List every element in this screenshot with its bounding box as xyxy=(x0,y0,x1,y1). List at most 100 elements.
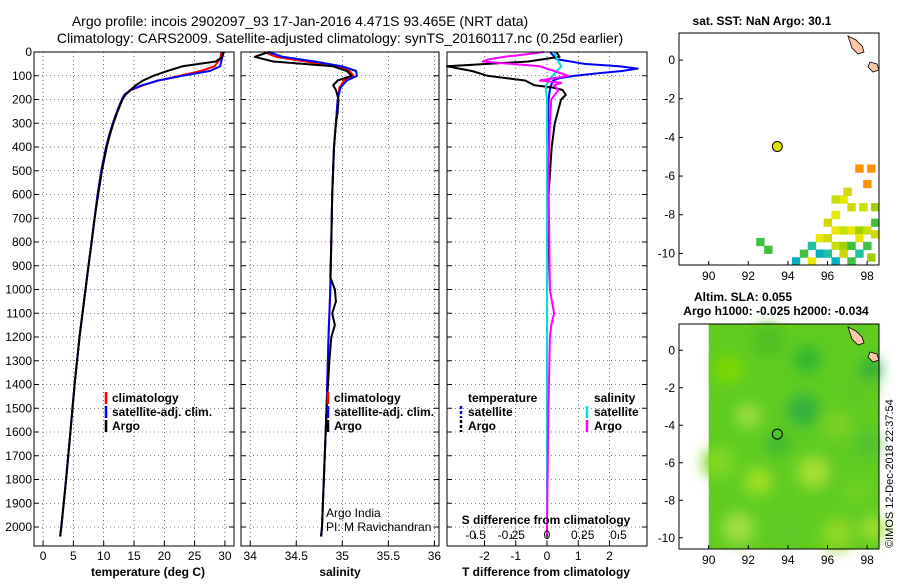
sst-cell xyxy=(855,249,864,258)
sst-cell xyxy=(863,241,872,251)
x-tick-label: 1 xyxy=(575,549,582,563)
temperature-x-ticks: 0 5 10 15 20 25 30 xyxy=(40,549,232,563)
credit-line1: Argo India xyxy=(326,506,381,520)
s-tick-label: 0 xyxy=(544,528,551,542)
map-y-tick-label: -6 xyxy=(664,169,675,183)
island-shape xyxy=(867,61,880,73)
sst-cell xyxy=(839,249,848,258)
map-x-tick-label: 96 xyxy=(821,269,835,283)
sla-map-title: Altim. SLA: 0.055 xyxy=(694,290,792,304)
sst-cell xyxy=(807,257,817,266)
sst-cell xyxy=(815,234,825,243)
sla-blob xyxy=(861,516,886,541)
sst-cell xyxy=(839,195,848,204)
sst-cell xyxy=(823,234,832,243)
sst-cell xyxy=(871,203,880,212)
depth-tick-label: 100 xyxy=(12,69,32,83)
sla-blob xyxy=(839,369,876,406)
sla-blob xyxy=(752,324,785,357)
legend-label-climatology: climatology xyxy=(334,391,401,405)
t-diff-xlabel: T difference from climatology xyxy=(462,565,630,579)
sst-cell xyxy=(831,257,840,266)
legend-label-s-argo: Argo xyxy=(594,419,622,433)
sst-cell xyxy=(847,241,856,251)
sla-blob xyxy=(744,467,773,496)
x-tick-label: 15 xyxy=(127,549,141,563)
x-tick-label: 34.5 xyxy=(285,549,309,563)
sla-blob xyxy=(823,411,852,440)
island-shape xyxy=(847,326,865,346)
sst-cell xyxy=(791,257,801,266)
sla-blob xyxy=(773,514,802,543)
difference-plot-frame xyxy=(446,51,648,547)
sla-blob xyxy=(855,432,880,456)
series-line-s-satellite xyxy=(544,51,563,537)
sst-map-coast xyxy=(847,35,880,73)
depth-tick-label: 600 xyxy=(12,188,32,202)
temperature-grid xyxy=(34,51,234,546)
sla-blob xyxy=(714,355,743,383)
sla-map-frame xyxy=(678,323,880,550)
s-tick-label: -0.25 xyxy=(498,528,526,542)
sla-map-y-ticks: 0 -2 -4 -6 -8 -10 xyxy=(658,343,683,545)
depth-tick-label: 700 xyxy=(12,211,32,225)
x-tick-label: 35.5 xyxy=(377,549,401,563)
map-x-tick-label: 96 xyxy=(821,553,835,567)
map-y-tick-label: -2 xyxy=(664,381,675,395)
sla-field-blobs xyxy=(702,324,886,550)
sst-cell xyxy=(863,179,872,189)
t-diff-x-ticks: -2 -1 0 1 2 xyxy=(479,549,613,563)
sst-map-x-ticks: 90 92 94 96 98 xyxy=(702,261,874,283)
map-x-tick-label: 98 xyxy=(860,553,874,567)
depth-axis-ticks: 0 100 200 300 400 500 600 700 800 900 1000 1100 1200… xyxy=(5,45,32,534)
sst-cell xyxy=(799,249,809,258)
sst-cell xyxy=(867,164,876,173)
island-shape xyxy=(847,35,865,55)
legend-label-argo: Argo xyxy=(112,419,140,433)
sst-cell xyxy=(867,253,876,262)
map-y-tick-label: 0 xyxy=(668,343,675,357)
depth-tick-label: 300 xyxy=(12,116,32,130)
map-x-tick-label: 90 xyxy=(702,553,716,567)
map-x-tick-label: 98 xyxy=(860,269,874,283)
x-tick-label: 34 xyxy=(244,549,258,563)
sst-cell xyxy=(863,226,872,235)
sla-blob xyxy=(821,518,854,550)
salinity-panel: 34 34.5 35 35.5 36 salinity climatology sate… xyxy=(240,51,441,579)
sst-cell xyxy=(847,203,856,212)
sla-map-x-ticks: 90 92 94 96 98 xyxy=(702,545,874,567)
legend-label-t-argo: Argo xyxy=(468,419,496,433)
depth-tick-label: 2000 xyxy=(5,520,32,534)
sst-map-y-ticks: 0 -2 -4 -6 -8 -10 xyxy=(658,53,683,260)
sst-cell xyxy=(764,245,773,254)
sla-blob xyxy=(787,394,820,427)
temperature-series xyxy=(59,51,225,537)
title-line1: Argo profile: incois 2902097_93 17-Jan-2… xyxy=(72,13,528,29)
sla-blob xyxy=(843,476,872,505)
sla-blob xyxy=(736,403,761,428)
sst-cell xyxy=(807,241,817,251)
map-x-tick-label: 92 xyxy=(742,553,756,567)
temperature-panel: 0 5 10 15 20 25 30 temperature (deg C) climato… xyxy=(33,51,235,579)
difference-legend: temperature satellite Argo salinity sate… xyxy=(459,391,639,433)
sst-map: sat. SST: NaN Argo: 30.1 90 92 94 96 98 0 -2 -… xyxy=(658,14,880,283)
s-diff-x-ticks: -0.5 -0.25 0 0.25 0.5 xyxy=(465,528,627,542)
sla-blob xyxy=(766,432,791,456)
legend-header-temperature: temperature xyxy=(468,391,538,405)
sst-cell xyxy=(847,257,856,266)
x-tick-label: -1 xyxy=(510,549,521,563)
sst-cell xyxy=(855,234,864,243)
temperature-legend: climatology satellite-adj. clim. Argo xyxy=(104,391,212,433)
sst-cell xyxy=(823,249,832,258)
depth-tick-label: 1900 xyxy=(5,496,32,510)
x-tick-label: 0 xyxy=(40,549,47,563)
sst-cell xyxy=(831,195,840,204)
map-y-tick-label: -4 xyxy=(664,418,675,432)
depth-tick-label: 1300 xyxy=(5,354,32,368)
sla-blob xyxy=(797,456,830,489)
map-y-tick-label: -2 xyxy=(664,92,675,106)
salinity-legend: climatology satellite-adj. clim. Argo xyxy=(326,391,434,433)
depth-tick-label: 1600 xyxy=(5,425,32,439)
